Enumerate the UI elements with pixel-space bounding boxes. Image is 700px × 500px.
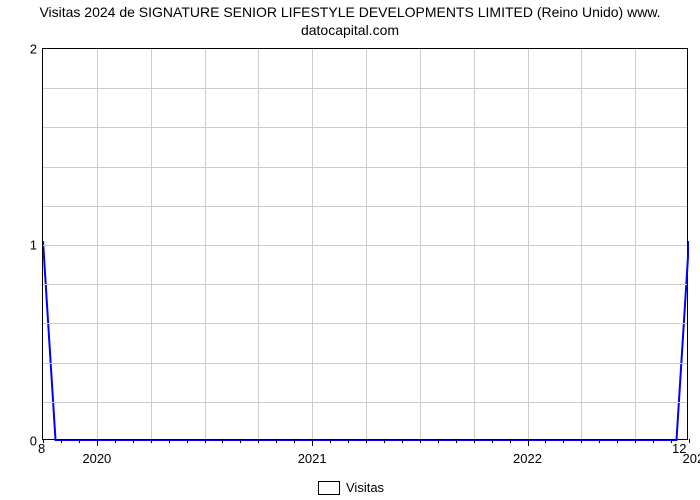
gridline-h [43, 167, 687, 168]
x-minor-tick [205, 439, 206, 443]
chart-title: Visitas 2024 de SIGNATURE SENIOR LIFESTY… [0, 4, 700, 39]
gridline-v [474, 49, 475, 439]
gridline-h [43, 88, 687, 89]
x-minor-tick [384, 439, 385, 443]
legend-label: Visitas [346, 480, 384, 495]
x-minor-tick [133, 439, 134, 443]
x-minor-tick [474, 439, 475, 443]
x-minor-tick [563, 439, 564, 443]
x-secondary-right: 12 [672, 441, 686, 456]
gridline-v [635, 49, 636, 439]
x-tick-label: 2020 [82, 439, 111, 466]
title-line-2: datocapital.com [301, 22, 399, 38]
x-minor-tick [330, 439, 331, 443]
x-secondary-left: 8 [38, 441, 45, 456]
gridline-v [581, 49, 582, 439]
gridline-h [43, 245, 687, 246]
y-tick-label: 1 [30, 238, 43, 253]
x-minor-tick [61, 439, 62, 443]
legend-swatch [318, 481, 340, 495]
gridline-h [43, 206, 687, 207]
x-tick-label: 2021 [298, 439, 327, 466]
gridline-v [420, 49, 421, 439]
legend: Visitas [318, 480, 384, 495]
x-minor-tick [294, 439, 295, 443]
x-minor-tick [635, 439, 636, 443]
gridline-v [528, 49, 529, 439]
x-minor-tick [169, 439, 170, 443]
gridline-h [43, 402, 687, 403]
x-minor-tick [187, 439, 188, 443]
x-minor-tick [438, 439, 439, 443]
gridline-v [97, 49, 98, 439]
gridline-h [43, 284, 687, 285]
gridline-h [43, 127, 687, 128]
x-minor-tick [79, 439, 80, 443]
title-line-1: Visitas 2024 de SIGNATURE SENIOR LIFESTY… [39, 4, 660, 20]
gridline-v [151, 49, 152, 439]
x-minor-tick [581, 439, 582, 443]
gridline-v [258, 49, 259, 439]
x-minor-tick [617, 439, 618, 443]
x-minor-tick [115, 439, 116, 443]
x-minor-tick [366, 439, 367, 443]
x-minor-tick [402, 439, 403, 443]
x-minor-tick [510, 439, 511, 443]
x-minor-tick [348, 439, 349, 443]
x-minor-tick [420, 439, 421, 443]
gridline-v [312, 49, 313, 439]
x-minor-tick [599, 439, 600, 443]
x-minor-tick [492, 439, 493, 443]
x-minor-tick [240, 439, 241, 443]
x-minor-tick [258, 439, 259, 443]
x-minor-tick [222, 439, 223, 443]
x-minor-tick [151, 439, 152, 443]
x-minor-tick [545, 439, 546, 443]
gridline-h [43, 363, 687, 364]
x-minor-tick [276, 439, 277, 443]
y-tick-label: 2 [30, 42, 43, 57]
x-tick-label: 2022 [513, 439, 542, 466]
gridline-h [43, 323, 687, 324]
gridline-v [366, 49, 367, 439]
gridline-v [205, 49, 206, 439]
plot-area: 012202020212022202 [42, 48, 688, 440]
chart: Visitas 2024 de SIGNATURE SENIOR LIFESTY… [0, 0, 700, 500]
x-minor-tick [456, 439, 457, 443]
x-minor-tick [653, 439, 654, 443]
